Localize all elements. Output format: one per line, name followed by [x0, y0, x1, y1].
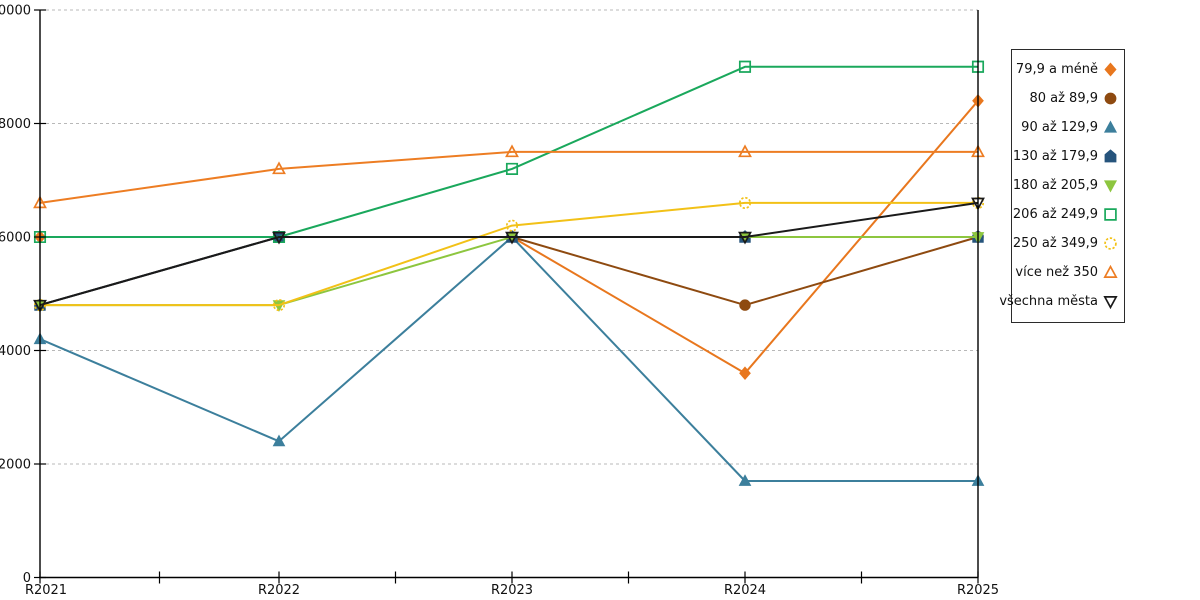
- x-tick-label: R2025: [957, 583, 999, 598]
- legend-marker-pentagon-icon: [1104, 149, 1117, 163]
- data-point-marker: [739, 366, 751, 380]
- data-point-marker: [971, 60, 985, 73]
- legend-item: 80 až 89,9: [1016, 84, 1118, 113]
- data-point-marker: [739, 299, 751, 311]
- data-point-marker: [33, 230, 47, 244]
- legend-item-label: 79,9 a méně: [1015, 62, 1098, 77]
- y-tick-label: 0: [23, 571, 31, 586]
- data-point-marker: [738, 196, 752, 209]
- data-point-marker: [738, 144, 752, 158]
- legend-item-label: 80 až 89,9: [1029, 91, 1098, 106]
- series-line: [39, 236, 979, 307]
- data-point-marker: [272, 231, 286, 245]
- legend-item: 180 až 205,9: [1012, 171, 1118, 200]
- data-point-marker: [272, 161, 286, 175]
- circle-dashed-icon: [1104, 237, 1117, 250]
- series-line: [39, 236, 978, 482]
- legend-marker-diamond-icon: [1104, 62, 1117, 77]
- legend-marker-square-icon: [1104, 208, 1117, 221]
- data-point-marker: [738, 231, 752, 245]
- data-point-marker: [971, 196, 985, 209]
- legend-item: více než 350: [1015, 258, 1118, 287]
- data-point-marker: [505, 231, 519, 245]
- series-line: [40, 201, 978, 307]
- diamond-icon: [1104, 62, 1117, 77]
- square-icon: [1104, 208, 1117, 221]
- series-line: [40, 65, 978, 238]
- pentagon-icon: [1104, 149, 1117, 163]
- triangle-down-icon: [1103, 296, 1118, 309]
- series-line: [40, 236, 978, 307]
- data-point-marker: [738, 60, 752, 73]
- legend-marker-triangle-down-icon: [1103, 296, 1118, 309]
- legend-item: 79,9 a méně: [1016, 55, 1118, 84]
- circle-icon: [1104, 92, 1117, 105]
- y-tick-label: 10000: [0, 4, 31, 19]
- legend-item-label: 250 až 349,9: [1012, 236, 1098, 251]
- data-point-marker: [505, 144, 519, 158]
- x-tick-label: R2021: [25, 583, 67, 598]
- legend-marker-triangle-down-icon: [1103, 180, 1118, 193]
- legend-marker-triangle-up-icon: [1103, 265, 1118, 278]
- legend-item-label: všechna města: [999, 294, 1098, 309]
- series-line: [39, 150, 978, 204]
- data-point-marker: [505, 219, 519, 232]
- x-tick-label: R2024: [724, 583, 766, 598]
- legend-item: všechna města: [999, 287, 1118, 316]
- legend-item-label: 90 až 129,9: [1021, 120, 1098, 135]
- series-line: [39, 201, 979, 307]
- legend-item-label: 206 až 249,9: [1012, 207, 1098, 222]
- y-tick-label: 6000: [0, 231, 31, 246]
- data-point-marker: [272, 434, 286, 447]
- triangle-up-icon: [1103, 265, 1118, 278]
- data-point-marker: [738, 474, 752, 486]
- legend-item: 250 až 349,9: [1012, 229, 1118, 258]
- data-point-marker: [505, 162, 519, 175]
- legend-item-label: více než 350: [1015, 265, 1098, 280]
- y-tick-label: 4000: [0, 344, 31, 359]
- legend-item: 130 až 179,9: [1012, 142, 1118, 171]
- legend-marker-triangle-up-icon: [1103, 120, 1118, 133]
- triangle-down-icon: [1103, 180, 1118, 193]
- legend-marker-circle-dashed-icon: [1104, 237, 1117, 250]
- series-line: [39, 236, 978, 307]
- legend-item-label: 180 až 205,9: [1012, 178, 1098, 193]
- legend-item: 90 až 129,9: [1016, 113, 1118, 142]
- y-tick-label: 2000: [0, 458, 31, 473]
- legend-item-label: 130 až 179,9: [1012, 149, 1098, 164]
- x-tick-label: R2023: [491, 583, 533, 598]
- legend: 79,9 a méně 80 až 89,9 90 až 129,9 130 až 1…: [999, 49, 1125, 323]
- legend-item: 206 až 249,9: [1012, 200, 1118, 229]
- data-point-marker: [272, 299, 286, 312]
- data-point-marker: [33, 299, 47, 312]
- triangle-up-icon: [1103, 120, 1118, 133]
- y-tick-label: 8000: [0, 117, 31, 132]
- x-tick-label: R2022: [258, 583, 300, 598]
- legend-marker-circle-icon: [1104, 92, 1117, 105]
